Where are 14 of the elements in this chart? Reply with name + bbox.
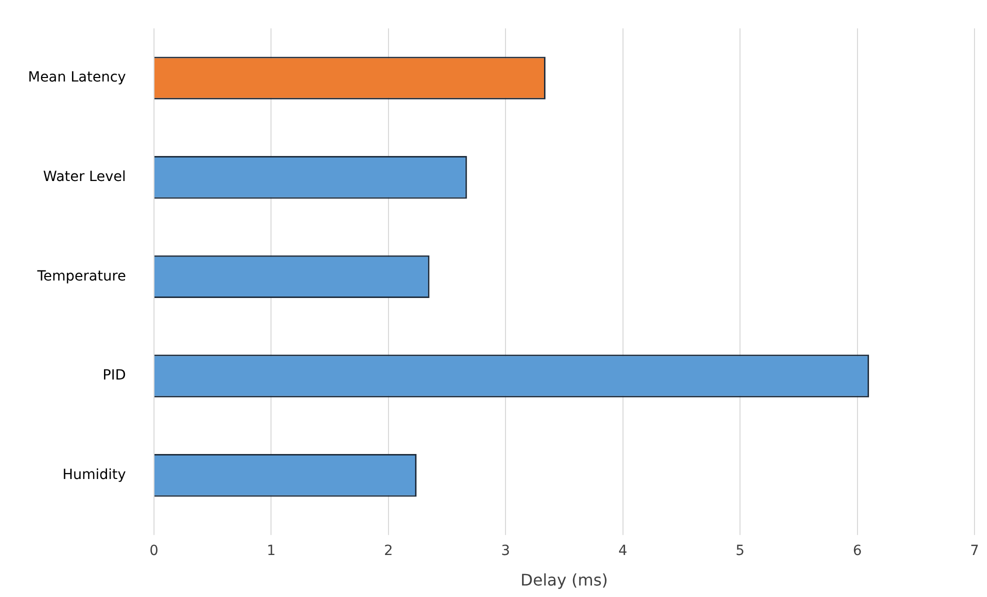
x-axis-title: Delay (ms) (520, 570, 608, 590)
x-tick-label: 3 (501, 543, 510, 560)
x-tick-label: 0 (149, 543, 158, 560)
x-tick-label: 1 (266, 543, 276, 560)
x-tick-label: 5 (736, 543, 745, 560)
x-tick-label: 2 (384, 543, 393, 560)
x-tick-label: 7 (970, 543, 980, 560)
y-tick-label: Water Level (43, 169, 126, 186)
x-tick-label: 6 (852, 543, 862, 560)
x-tick-label: 4 (618, 543, 628, 560)
y-tick-label: Temperature (36, 268, 126, 284)
y-tick-label: Humidity (62, 466, 126, 483)
y-tick-label: PID (102, 368, 126, 384)
y-tick-label: Mean Latency (28, 70, 126, 86)
